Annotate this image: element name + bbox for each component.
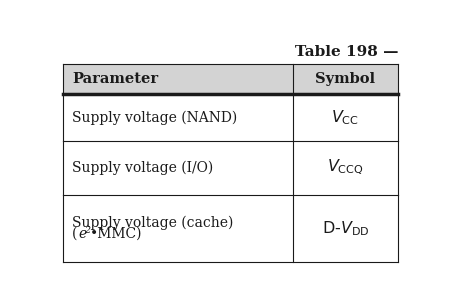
Text: Symbol: Symbol <box>315 72 375 86</box>
Bar <box>63 141 398 195</box>
Bar <box>63 64 398 94</box>
Text: Table 198 —: Table 198 — <box>294 45 398 59</box>
Text: •MMC): •MMC) <box>90 227 143 241</box>
Text: (: ( <box>72 227 77 241</box>
Bar <box>63 195 398 262</box>
Text: Supply voltage (I/O): Supply voltage (I/O) <box>72 160 213 175</box>
Text: Supply voltage (NAND): Supply voltage (NAND) <box>72 110 237 125</box>
Text: $V_{\mathrm{CC}}$: $V_{\mathrm{CC}}$ <box>331 108 359 127</box>
Text: $\mathrm{D}\text{-}V_{\mathrm{DD}}$: $\mathrm{D}\text{-}V_{\mathrm{DD}}$ <box>321 219 369 238</box>
Text: e: e <box>78 227 86 241</box>
Bar <box>63 94 398 141</box>
Text: $V_{\mathrm{CCQ}}$: $V_{\mathrm{CCQ}}$ <box>327 158 364 178</box>
Text: Parameter: Parameter <box>72 72 158 86</box>
Text: Supply voltage (cache): Supply voltage (cache) <box>72 216 233 230</box>
Text: 2: 2 <box>85 226 90 235</box>
